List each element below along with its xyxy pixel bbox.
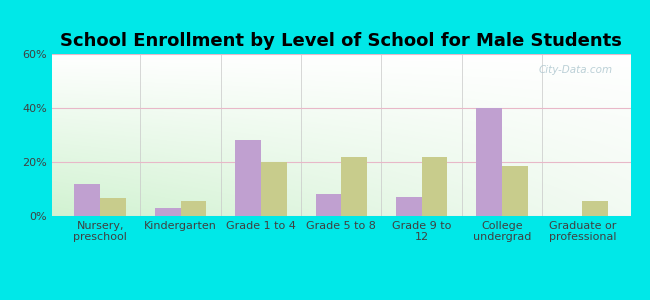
Bar bbox=[315, 194, 341, 216]
Text: City-Data.com: City-Data.com bbox=[539, 65, 613, 75]
Bar bbox=[181, 201, 206, 216]
Bar bbox=[396, 197, 422, 216]
Bar bbox=[75, 184, 100, 216]
Title: School Enrollment by Level of School for Male Students: School Enrollment by Level of School for… bbox=[60, 32, 622, 50]
Bar bbox=[235, 140, 261, 216]
Bar bbox=[502, 166, 528, 216]
Bar bbox=[261, 162, 287, 216]
Bar bbox=[341, 157, 367, 216]
Bar bbox=[100, 199, 126, 216]
Bar bbox=[582, 201, 608, 216]
Bar bbox=[422, 157, 447, 216]
Bar bbox=[155, 208, 181, 216]
Bar bbox=[476, 108, 502, 216]
